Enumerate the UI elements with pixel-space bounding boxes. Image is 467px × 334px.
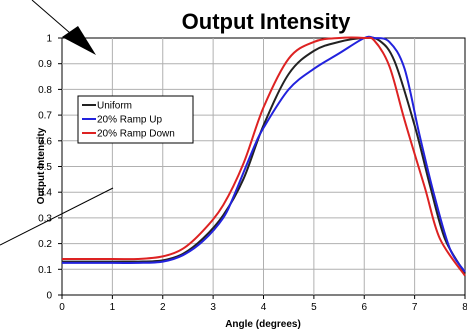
annotation-arrow-head xyxy=(62,26,96,55)
legend-entry: 20% Ramp Down xyxy=(97,129,175,140)
y-tick-label: 0.1 xyxy=(38,265,52,276)
y-tick-label: 0.9 xyxy=(38,59,52,70)
y-tick-label: 0.7 xyxy=(38,111,52,122)
x-tick-label: 1 xyxy=(110,302,116,313)
series-line-20-ramp-up xyxy=(61,35,466,273)
series-line-20-ramp-down xyxy=(62,36,466,277)
x-tick-label: 4 xyxy=(261,302,267,313)
x-tick-label: 7 xyxy=(412,302,418,313)
x-tick-label: 3 xyxy=(210,302,216,313)
y-tick-label: 0.6 xyxy=(38,136,52,147)
x-axis-ticks: 0 1 2 3 4 5 6 7 8 xyxy=(59,295,467,313)
y-tick-label: 0.2 xyxy=(38,239,52,250)
x-tick-label: 6 xyxy=(361,302,367,313)
chart-title: Output Intensity xyxy=(182,9,351,34)
y-tick-label: 0 xyxy=(46,291,52,302)
annotation-line xyxy=(0,187,114,246)
x-tick-label: 0 xyxy=(59,302,65,313)
legend-entry: 20% Ramp Up xyxy=(97,115,162,126)
chart-legend: Uniform 20% Ramp Up 20% Ramp Down xyxy=(77,95,194,144)
x-tick-label: 2 xyxy=(160,302,166,313)
annotation-arrow-line xyxy=(31,0,71,34)
legend-entry: Uniform xyxy=(97,101,132,112)
y-tick-label: 0.5 xyxy=(38,162,52,173)
x-tick-label: 8 xyxy=(462,302,467,313)
y-tick-label: 1 xyxy=(46,34,52,45)
y-tick-label: 0.4 xyxy=(38,188,52,199)
legend-box xyxy=(77,95,194,144)
y-tick-label: 0.8 xyxy=(38,85,52,96)
y-axis-label: Output Intensity xyxy=(36,127,47,204)
series-line-uniform xyxy=(62,36,466,274)
y-tick-label: 0.3 xyxy=(38,213,52,224)
x-axis-label: Angle (degrees) xyxy=(225,319,301,330)
series-lines xyxy=(61,35,466,277)
x-tick-label: 5 xyxy=(311,302,317,313)
y-axis-ticks: 0 0.1 0.2 0.3 0.4 0.5 0.6 0.7 0.8 0.9 1 xyxy=(38,34,62,302)
